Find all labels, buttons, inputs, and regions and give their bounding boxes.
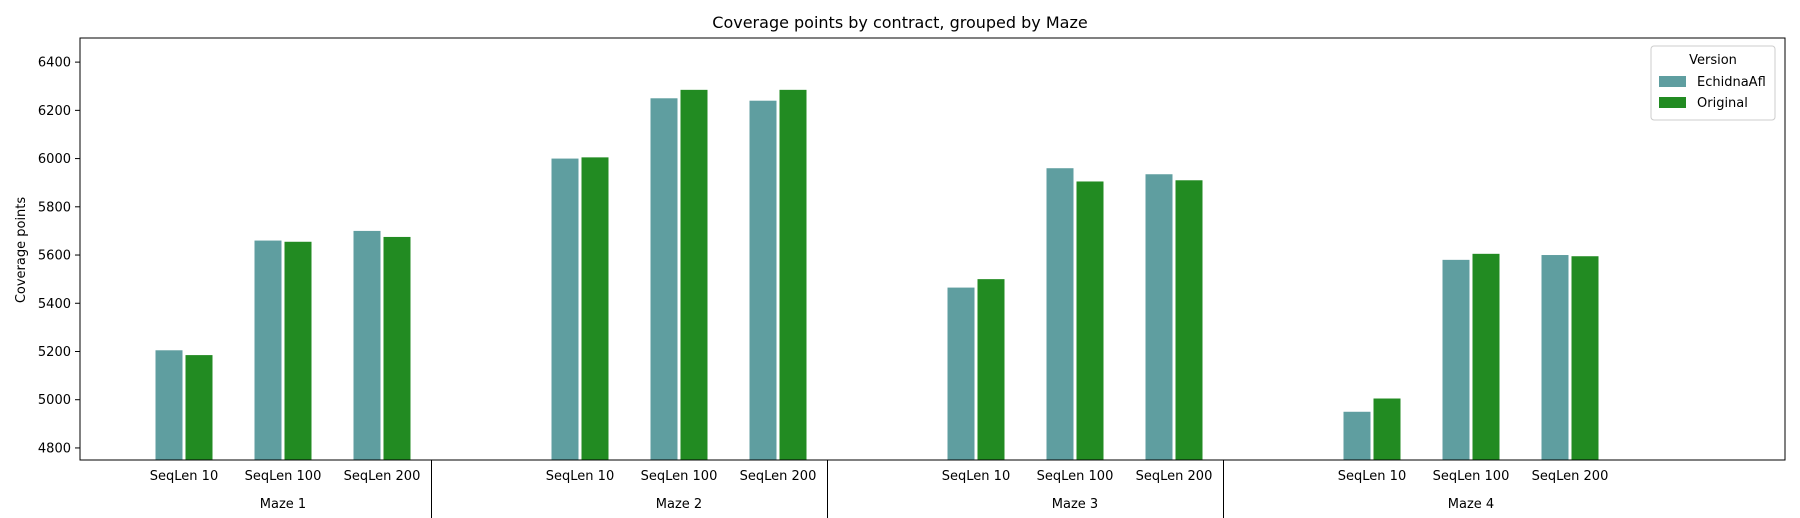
y-tick-label: 4800: [38, 441, 71, 456]
chart-title: Coverage points by contract, grouped by …: [712, 13, 1087, 32]
bar-echidnaafl: [947, 287, 975, 460]
bar-original: [284, 241, 312, 460]
y-tick-label: 5800: [38, 200, 71, 215]
legend-label-original: Original: [1697, 96, 1748, 111]
bar-echidnaafl: [1046, 168, 1074, 460]
bar-original: [680, 89, 708, 461]
group-label: Maze 1: [260, 497, 306, 512]
x-tick-label: SeqLen 200: [740, 469, 817, 484]
plot-area: 4800 5000 5200 5400 5600 5800 6000 6200 6400 SeqL…: [38, 37, 1786, 518]
group-label: Maze 2: [656, 497, 702, 512]
y-tick-label: 5600: [38, 249, 71, 264]
y-axis-label: Coverage points: [14, 197, 29, 304]
bar-original: [185, 355, 213, 460]
group-label: Maze 4: [1448, 497, 1494, 512]
x-tick-label: SeqLen 100: [245, 469, 322, 484]
bar-original: [581, 157, 609, 460]
legend: Version EchidnaAfl Original: [1650, 45, 1776, 121]
x-tick-label: SeqLen 10: [150, 469, 218, 484]
x-tick-label: SeqLen 100: [1433, 469, 1510, 484]
y-tick-label: 5000: [38, 393, 71, 408]
bar-echidnaafl: [1442, 259, 1470, 460]
bar-echidnaafl: [353, 230, 381, 460]
bar-echidnaafl: [155, 350, 183, 460]
legend-title: Version: [1689, 53, 1737, 68]
x-tick-label: SeqLen 10: [546, 469, 614, 484]
bar-original: [977, 279, 1005, 460]
bar-echidnaafl: [1541, 255, 1569, 460]
y-tick-label: 5400: [38, 297, 71, 312]
x-tick-label: SeqLen 200: [1532, 469, 1609, 484]
legend-swatch-original: [1659, 97, 1686, 108]
y-tick-label: 5200: [38, 345, 71, 360]
bar-original: [1175, 180, 1203, 460]
x-tick-label: SeqLen 100: [1037, 469, 1114, 484]
bar-original: [383, 236, 411, 460]
bar-echidnaafl: [254, 240, 282, 460]
bar-echidnaafl: [650, 98, 678, 461]
group-label: Maze 3: [1052, 497, 1098, 512]
bar-echidnaafl: [1145, 174, 1173, 460]
x-tick-label: SeqLen 200: [1136, 469, 1213, 484]
y-tick-label: 6000: [38, 152, 71, 167]
y-tick-label: 6200: [38, 104, 71, 119]
bar-original: [1571, 256, 1599, 460]
legend-label-echidnaafl: EchidnaAfl: [1697, 75, 1766, 90]
bar-echidnaafl: [749, 100, 777, 460]
bar-original: [1373, 398, 1401, 460]
bar-echidnaafl: [551, 158, 579, 461]
x-tick-label: SeqLen 200: [344, 469, 421, 484]
bar-original: [1076, 181, 1104, 461]
y-tick-label: 6400: [38, 56, 71, 71]
bar-echidnaafl: [1343, 411, 1371, 460]
bar-original: [1472, 253, 1500, 460]
axes-frame: [79, 37, 1786, 461]
bar-original: [779, 89, 807, 461]
x-tick-label: SeqLen 10: [1338, 469, 1406, 484]
x-tick-label: SeqLen 10: [942, 469, 1010, 484]
x-tick-label: SeqLen 100: [641, 469, 718, 484]
legend-swatch-echidnaafl: [1659, 76, 1686, 87]
